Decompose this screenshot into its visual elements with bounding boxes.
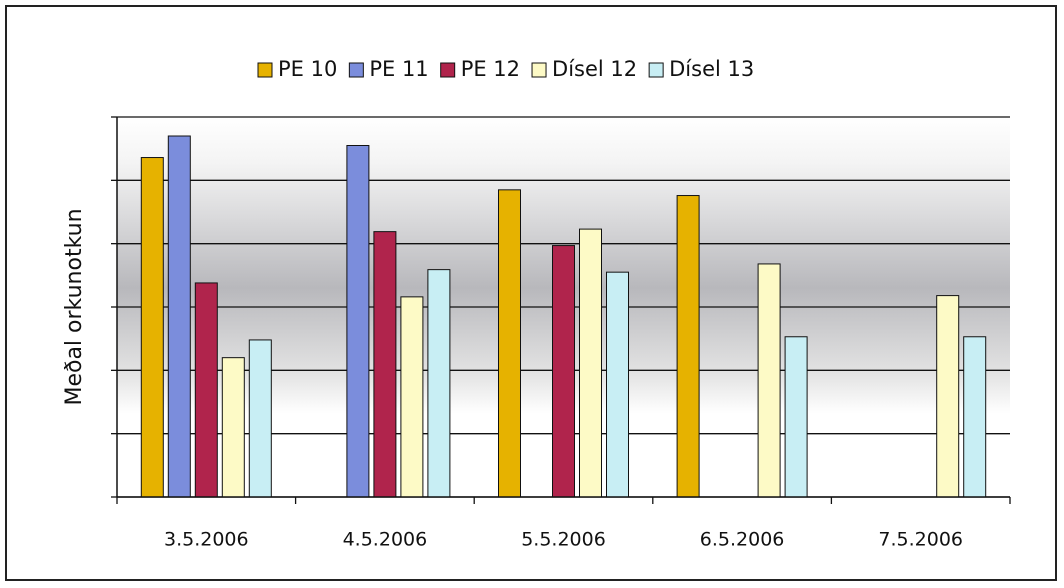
bar <box>194 282 218 498</box>
bar <box>248 339 272 498</box>
x-tick-label: 6.5.2006 <box>700 529 785 551</box>
bar <box>167 135 191 498</box>
bar <box>757 263 781 498</box>
bar <box>784 336 808 498</box>
legend-label: Dísel 13 <box>669 57 754 81</box>
bar <box>400 296 424 498</box>
legend-swatch <box>257 62 273 78</box>
bar <box>936 295 960 498</box>
bar <box>579 228 602 498</box>
legend-swatch <box>440 62 456 78</box>
legend-label: Dísel 12 <box>552 57 637 81</box>
bar <box>676 195 700 498</box>
bar <box>552 245 575 498</box>
x-tick-label: 7.5.2006 <box>878 529 963 551</box>
bar <box>221 357 245 498</box>
legend-label: PE 11 <box>369 57 428 81</box>
bar <box>606 271 629 498</box>
bar <box>373 231 397 498</box>
y-axis-label: Meðal orkunotkun <box>62 208 87 405</box>
legend-swatch <box>531 62 547 78</box>
x-tick-label: 3.5.2006 <box>164 529 249 551</box>
legend-label: PE 12 <box>461 57 520 81</box>
x-tick-label: 4.5.2006 <box>343 529 428 551</box>
bar <box>963 336 987 498</box>
legend-label: PE 10 <box>278 57 337 81</box>
bar <box>346 145 370 498</box>
bar <box>498 189 521 498</box>
legend-swatch <box>648 62 664 78</box>
bar <box>427 269 451 498</box>
x-tick-label: 5.5.2006 <box>521 529 606 551</box>
bar <box>140 157 164 498</box>
legend-swatch <box>348 62 364 78</box>
